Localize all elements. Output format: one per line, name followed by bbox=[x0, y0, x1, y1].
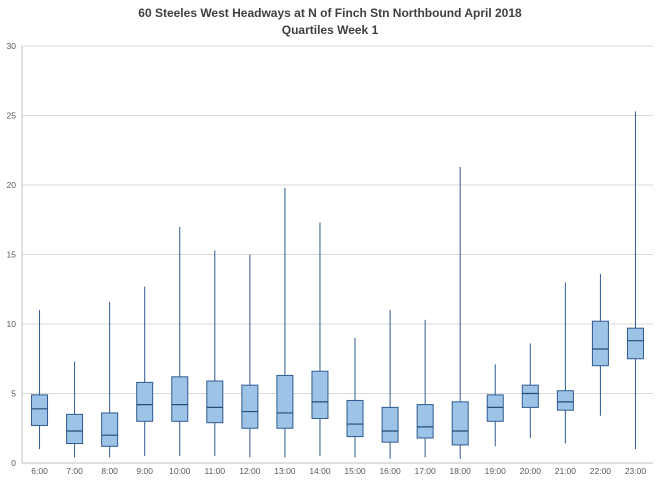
x-axis-label: 12:00 bbox=[239, 466, 261, 476]
plot-area: 0 5 10 15 20 25 30 6:00 7:00 8:00 9:00 10:00 11:00 12… bbox=[7, 41, 653, 476]
x-axis-label: 20:00 bbox=[520, 466, 542, 476]
box-group bbox=[381, 310, 399, 459]
box-group bbox=[626, 111, 644, 450]
x-axis-label: 6:00 bbox=[31, 466, 48, 476]
quartile-box bbox=[101, 412, 119, 447]
box-group bbox=[311, 222, 329, 457]
box-group bbox=[31, 310, 49, 450]
quartile-box bbox=[381, 406, 399, 443]
quartile-box bbox=[311, 370, 329, 420]
quartile-box bbox=[66, 413, 84, 445]
x-axis-label: 7:00 bbox=[66, 466, 83, 476]
y-axis-label: 5 bbox=[11, 389, 16, 399]
chart-title: 60 Steeles West Headways at N of Finch S… bbox=[138, 6, 522, 20]
quartile-box bbox=[346, 399, 364, 438]
quartile-box bbox=[241, 384, 259, 429]
x-axis-label: 21:00 bbox=[555, 466, 577, 476]
quartile-box bbox=[206, 380, 224, 424]
box-group bbox=[101, 301, 119, 458]
box-group bbox=[346, 337, 364, 458]
x-axis-label: 17:00 bbox=[414, 466, 436, 476]
x-axis-label: 9:00 bbox=[136, 466, 153, 476]
box-group bbox=[171, 226, 189, 457]
box-group bbox=[521, 343, 539, 438]
box-group bbox=[206, 250, 224, 457]
quartile-box bbox=[276, 374, 294, 429]
y-axis-label: 15 bbox=[7, 250, 17, 260]
x-axis-label: 23:00 bbox=[625, 466, 647, 476]
quartile-box bbox=[556, 390, 574, 411]
quartile-box bbox=[451, 401, 469, 446]
x-axis-label: 15:00 bbox=[344, 466, 366, 476]
quartile-box bbox=[416, 404, 434, 439]
y-axis-label: 10 bbox=[7, 319, 17, 329]
box-group bbox=[276, 187, 294, 458]
box-group bbox=[591, 273, 609, 416]
y-axis-label: 30 bbox=[7, 41, 17, 51]
x-axis-label: 13:00 bbox=[274, 466, 296, 476]
quartile-box bbox=[486, 394, 504, 422]
y-axis-label: 25 bbox=[7, 111, 17, 121]
box-group bbox=[136, 286, 154, 457]
x-axis-label: 8:00 bbox=[101, 466, 118, 476]
quartile-box bbox=[136, 381, 154, 422]
x-axis-label: 22:00 bbox=[590, 466, 612, 476]
box-group bbox=[486, 364, 504, 447]
box-group bbox=[451, 166, 469, 459]
box-group bbox=[416, 319, 434, 458]
x-axis-label: 11:00 bbox=[204, 466, 225, 476]
x-axis-label: 19:00 bbox=[485, 466, 507, 476]
box-group bbox=[66, 361, 84, 458]
box-group bbox=[556, 282, 574, 444]
x-axis-label: 16:00 bbox=[379, 466, 401, 476]
y-axis-label: 20 bbox=[7, 180, 17, 190]
quartile-box bbox=[31, 394, 49, 426]
y-axis-label: 0 bbox=[11, 458, 16, 468]
quartile-box bbox=[626, 327, 644, 360]
chart-subtitle: Quartiles Week 1 bbox=[282, 23, 379, 37]
quartile-box bbox=[171, 376, 189, 422]
x-axis-label: 10:00 bbox=[169, 466, 191, 476]
x-axis-label: 18:00 bbox=[450, 466, 472, 476]
quartile-box bbox=[591, 320, 609, 367]
quartile-box bbox=[521, 384, 539, 408]
box-group bbox=[241, 254, 259, 458]
x-axis-label: 14:00 bbox=[309, 466, 331, 476]
